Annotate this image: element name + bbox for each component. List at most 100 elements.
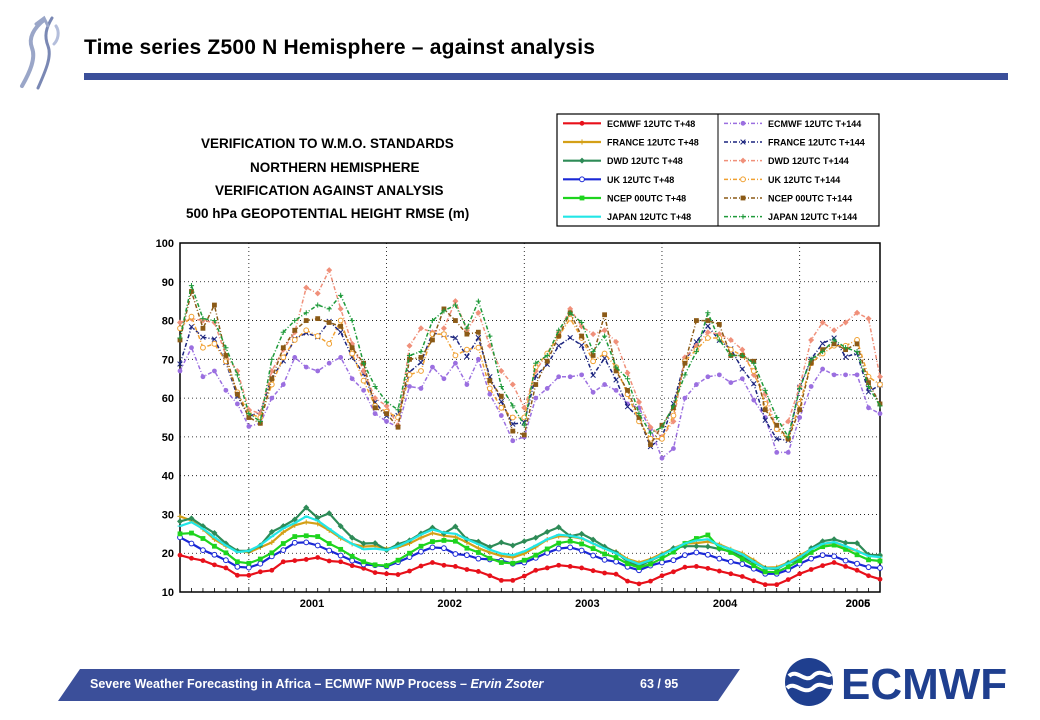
data-point	[487, 333, 493, 339]
data-point	[452, 352, 459, 359]
data-point	[315, 302, 321, 308]
brand-wordmark: ECMWF	[841, 660, 1007, 708]
data-point	[510, 560, 516, 566]
data-point	[268, 367, 275, 374]
data-point	[820, 366, 826, 372]
data-point	[292, 534, 298, 539]
data-point	[579, 120, 585, 126]
data-point	[865, 564, 872, 571]
data-point	[648, 442, 653, 448]
data-point	[303, 310, 309, 316]
data-point	[670, 412, 677, 419]
data-point	[280, 541, 286, 546]
legend-label: FRANCE 12UTC T+48	[607, 138, 699, 148]
data-point	[808, 356, 814, 362]
legend-entry: NCEP 00UTC T+144	[724, 194, 852, 204]
data-point	[579, 157, 585, 164]
data-point	[854, 540, 861, 547]
data-point	[200, 344, 206, 351]
legend-label: JAPAN 12UTC T+144	[768, 212, 857, 222]
data-point	[464, 382, 470, 387]
x-tick-label-year: 2006	[846, 598, 870, 610]
data-point	[510, 403, 516, 409]
footer-page-number: 63 / 95	[640, 677, 679, 691]
data-point	[498, 404, 505, 411]
data-point	[578, 342, 585, 349]
data-point	[211, 530, 218, 537]
y-tick-label: 80	[162, 316, 174, 328]
data-point	[303, 364, 309, 370]
y-tick-label: 90	[162, 277, 174, 289]
data-point	[291, 337, 298, 343]
y-tick-label: 20	[162, 548, 174, 560]
data-point	[797, 385, 803, 392]
data-point	[212, 368, 217, 374]
data-point	[579, 372, 585, 378]
data-point	[659, 455, 665, 461]
data-point	[601, 355, 608, 361]
data-point	[338, 323, 344, 329]
data-point	[464, 353, 470, 360]
legend-entry: DWD 12UTC T+48	[563, 156, 683, 166]
data-point	[671, 569, 676, 575]
y-tick-label: 70	[162, 354, 174, 366]
data-point	[843, 546, 848, 552]
data-point	[234, 572, 240, 578]
data-point	[303, 504, 310, 511]
data-point	[774, 450, 780, 455]
data-point	[601, 327, 608, 334]
data-point	[268, 381, 275, 388]
data-point	[773, 436, 780, 442]
data-point	[728, 571, 734, 577]
data-point	[475, 298, 481, 304]
data-point	[648, 561, 653, 567]
chart-title-line-1: VERIFICATION TO W.M.O. STANDARDS	[201, 136, 454, 151]
legend-label: ECMWF 12UTC T+144	[768, 119, 861, 129]
data-point	[326, 360, 332, 366]
x-tick-label-year: 2004	[713, 598, 738, 610]
data-point	[223, 557, 229, 564]
data-point	[671, 446, 676, 451]
data-point	[338, 292, 344, 298]
data-point	[510, 438, 516, 444]
data-point	[659, 555, 665, 561]
data-point	[510, 428, 516, 434]
data-point	[751, 381, 757, 387]
data-point	[223, 345, 229, 351]
data-point	[866, 573, 871, 579]
data-point	[292, 317, 298, 324]
data-point	[361, 387, 367, 393]
data-point	[854, 309, 861, 316]
legend-entry: FRANCE 12UTC T+144	[724, 138, 865, 148]
data-point	[774, 582, 780, 588]
data-point	[533, 382, 539, 387]
data-point	[762, 417, 768, 423]
data-point	[636, 415, 642, 420]
data-point	[866, 405, 871, 411]
data-point	[200, 547, 206, 554]
data-point	[349, 350, 356, 357]
data-point	[740, 120, 746, 126]
data-point	[636, 411, 642, 417]
data-point	[177, 335, 183, 341]
data-point	[567, 334, 573, 341]
data-point	[212, 302, 217, 308]
data-point	[349, 534, 356, 541]
data-point	[797, 407, 803, 413]
data-point	[533, 360, 539, 366]
data-point	[337, 523, 344, 530]
data-point	[602, 312, 607, 318]
data-point	[315, 555, 321, 560]
series-path	[179, 282, 881, 439]
data-point	[659, 424, 665, 430]
data-point	[739, 561, 746, 567]
data-point	[842, 345, 849, 351]
data-point	[349, 376, 355, 382]
data-point	[819, 552, 826, 559]
data-point	[177, 513, 183, 519]
data-point	[842, 354, 849, 360]
data-point	[475, 569, 481, 574]
data-point	[257, 556, 263, 562]
data-point	[212, 543, 217, 549]
legend-entry: ECMWF 12UTC T+144	[724, 119, 861, 129]
